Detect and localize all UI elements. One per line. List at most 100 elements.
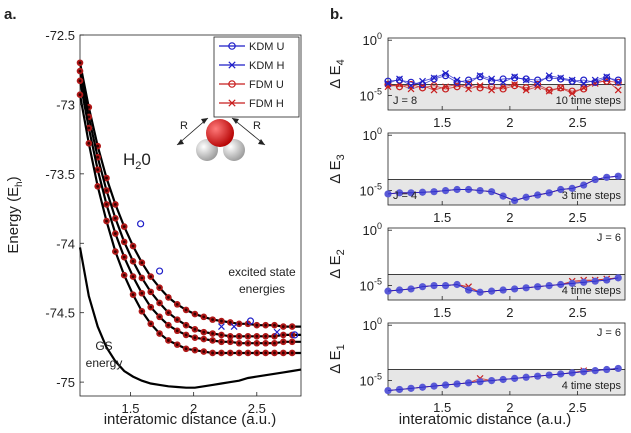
- b-ytick-label-2-0: 100: [363, 221, 382, 238]
- a-fdm-core-1-5: [122, 240, 126, 244]
- b-point-kdm_h-0-0: [384, 79, 392, 87]
- b-point-fdm_h-0-14-stroke-b: [545, 87, 553, 95]
- b-point-kdm_h-0-6: [453, 76, 461, 84]
- b-point-fdm_h-0-20: [614, 86, 622, 94]
- b-steps-label-1: 3 time steps: [562, 190, 622, 202]
- b-subplot-2: 100 10-5 1.5 2 2.5 Δ E2 J = 6 4 time steps: [327, 221, 626, 320]
- legend-label-1: KDM H: [249, 60, 285, 72]
- b-ytick-label-0-0: 100: [363, 31, 382, 48]
- b-point-kdm_h-0-17: [580, 79, 588, 87]
- a-fdm-core-3-23: [281, 351, 285, 355]
- a-fdm-core-1-10: [167, 311, 170, 315]
- a-fdm-core-3-11: [175, 343, 179, 347]
- bond-arrow-right: [231, 117, 266, 146]
- a-fdm-core-2-10: [167, 323, 170, 327]
- b-point-kdm_h-0-18-stroke-b: [591, 76, 599, 84]
- a-kdm-point-2-stroke-b: [218, 323, 225, 331]
- a-fdm-core-3-21: [264, 351, 268, 355]
- a-fdm-core-3-15: [211, 351, 215, 355]
- b-point-kdm_h-0-17-stroke-b: [580, 79, 588, 87]
- a-fdm-core-1-19: [246, 334, 250, 338]
- b-xtick-label-2-2: 2.5: [569, 305, 587, 320]
- a-fdm-core-2-16: [220, 340, 223, 344]
- a-fdm-core-2-24: [290, 340, 294, 344]
- b-point-kdm_h-0-11-stroke-b: [511, 73, 519, 81]
- b-point-fdm_h-0-9: [488, 86, 496, 94]
- panel-a-letter: a.: [4, 6, 17, 23]
- a-fdm-core-1-17: [228, 334, 232, 338]
- a-fdm-core-2-13: [193, 336, 197, 340]
- b-point-kdm_h-0-11: [511, 73, 519, 81]
- b-ytick-label-3-0: 100: [363, 316, 382, 333]
- b-point-fdm_h-0-4-stroke-b: [430, 86, 438, 94]
- b-subplot-frame-3: [387, 322, 626, 396]
- a-fdm-core-2-8: [149, 305, 153, 309]
- panel-b-letter: b.: [330, 6, 343, 23]
- a-fdm-core-1-0: [78, 69, 82, 73]
- b-subplot-frame-2: [387, 227, 626, 301]
- a-fdm-core-2-9: [158, 315, 161, 319]
- a-fdm-core-2-15: [211, 339, 215, 342]
- b-point-fdm_h-0-16: [568, 89, 576, 97]
- a-fdm-core-2-14: [202, 337, 206, 341]
- arrowhead-left-high: [201, 118, 208, 124]
- b-xtick-label-1-2: 2.5: [569, 210, 587, 225]
- legend-marker-3: [228, 99, 236, 107]
- a-fdm-core-0-11: [175, 302, 179, 306]
- b-point-kdm_h-0-20-stroke-b: [614, 78, 622, 86]
- a-fdm-core-0-21: [264, 323, 268, 327]
- b-point-fdm_h-0-14: [545, 87, 553, 95]
- a-kdm-point-5: [273, 328, 281, 336]
- arrowhead-right-high: [232, 118, 239, 124]
- b-point-kdm_h-0-3-stroke-b: [419, 77, 426, 85]
- a-series-line-4: [78, 247, 302, 389]
- b-point-kdm_h-0-5-stroke-b: [442, 70, 449, 77]
- a-fdm-core-1-13: [193, 327, 197, 331]
- b-ytick-label-1-0: 100: [363, 126, 382, 143]
- a-fdm-core-3-1: [87, 141, 91, 145]
- a-fdm-core-0-20: [255, 323, 259, 327]
- b-point-kdm_h-0-10: [499, 78, 507, 86]
- b-xtick-label-1-1: 2: [506, 210, 513, 225]
- a-fdm-core-2-6: [131, 275, 135, 278]
- a-fdm-core-1-16: [220, 333, 223, 337]
- b-ylabel-1: Δ E3: [327, 154, 347, 184]
- a-fdm-core-2-12: [184, 333, 188, 337]
- a-fdm-core-0-14: [202, 315, 206, 319]
- b-ytick-label-3-1: 10-5: [360, 372, 382, 389]
- a-fdm-core-1-3: [105, 189, 108, 192]
- a-fdm-core-3-8: [149, 322, 153, 326]
- a-fdm-core-1-23: [281, 333, 285, 337]
- a-kdm-point-1: [155, 267, 164, 275]
- a-fdm-core-3-16: [220, 351, 223, 355]
- panel-b-xlabel: interatomic distance (a.u.): [399, 411, 572, 428]
- a-kdm-point-6: [291, 331, 299, 339]
- b-xtick-label-3-1: 2: [506, 400, 513, 415]
- bond-label-right: R: [253, 120, 261, 132]
- excited-label-line2: energies: [239, 282, 285, 296]
- b-point-kdm_h-0-18: [591, 76, 599, 84]
- a-fdm-core-1-18: [237, 334, 241, 338]
- a-kdm-point-3: [230, 323, 238, 331]
- b-j-label-0: J = 8: [393, 95, 417, 107]
- b-point-kdm_h-0-12-stroke-b: [522, 76, 530, 84]
- b-point-kdm_h-0-12: [522, 76, 530, 84]
- a-fdm-core-0-9: [158, 286, 161, 290]
- b-point-kdm_u-3-20: [614, 364, 622, 373]
- a-fdm-core-3-7: [140, 309, 144, 313]
- excited-label-line1: excited state: [228, 265, 296, 279]
- a-fdm-core-3-9: [158, 332, 161, 335]
- a-fdm-core-0-23: [281, 325, 285, 328]
- a-xtick-label-1: 2: [190, 401, 197, 416]
- b-point-fdm_u-0-15: [557, 84, 565, 92]
- a-fdm-core-1-8: [149, 290, 153, 294]
- water-molecule-annotation: H20 R R: [123, 117, 266, 172]
- b-point-kdm_h-0-9-stroke-b: [488, 75, 496, 83]
- a-fdm-core-3-6: [131, 293, 135, 297]
- b-line-kdm_u-0: [387, 75, 619, 85]
- a-fdm-core-2-5: [122, 255, 126, 259]
- a-fdm-core-2-18: [237, 341, 241, 345]
- b-point-kdm_h-0-6-stroke-b: [453, 76, 461, 84]
- a-ytick-label-1: -73: [56, 97, 75, 112]
- bond-arrow-left: [176, 117, 209, 146]
